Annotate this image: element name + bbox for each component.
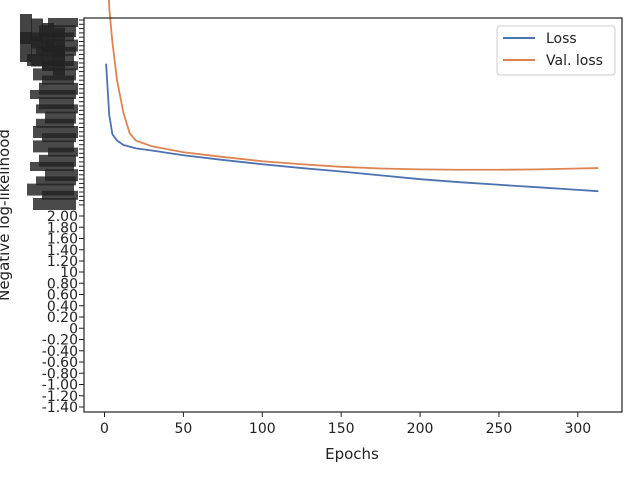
y-tick-label-overlap — [48, 147, 78, 157]
legend-loss-label: Loss — [546, 31, 577, 47]
y-axis-overlapping-labels — [20, 14, 84, 210]
x-axis-label: Epochs — [325, 445, 379, 463]
plot-frame — [83, 17, 623, 413]
y-tick-label: 10 — [60, 265, 78, 281]
x-tick-label: 150 — [328, 421, 355, 437]
y-tick-label-overlap — [53, 45, 65, 76]
legend-val-loss-label: Val. loss — [546, 53, 603, 69]
y-tick-label: 1.80 — [47, 220, 78, 236]
x-axis-ticks: 0 50 100 150 200 250 300 — [100, 412, 591, 437]
x-tick-label: 200 — [407, 421, 434, 437]
y-tick-label: 0.80 — [47, 276, 78, 292]
y-tick-label-overlap — [30, 90, 76, 99]
y-tick-label: 0.60 — [47, 288, 78, 304]
y-tick-label: -0.60 — [42, 355, 78, 371]
y-tick-label: -1.00 — [42, 378, 78, 394]
y-tick-label-overlap — [30, 162, 74, 171]
y-tick-label: 0 — [69, 321, 78, 337]
y-tick-label: -1.40 — [42, 400, 78, 416]
series-line-val-loss — [108, 0, 599, 171]
y-tick-label: -0.80 — [42, 366, 78, 382]
y-tick-label-overlap — [33, 198, 76, 210]
y-tick-label: 1.40 — [47, 243, 78, 259]
y-tick-label-overlap — [36, 104, 78, 114]
series-line-loss — [105, 63, 599, 193]
x-tick-label: 100 — [249, 421, 276, 437]
y-tick-label: 0.20 — [47, 310, 78, 326]
y-tick-label-overlap — [42, 75, 74, 85]
y-tick-label: 2.00 — [47, 209, 78, 225]
x-tick-label: 0 — [100, 421, 109, 437]
y-tick-label-overlap — [20, 32, 32, 62]
y-tick-label: -0.40 — [42, 344, 78, 360]
x-tick-label: 50 — [174, 421, 192, 437]
y-tick-label-overlap — [42, 133, 76, 143]
y-tick-label: 0.40 — [47, 299, 78, 315]
y-tick-label: -0.20 — [42, 333, 78, 349]
y-tick-label: -1.20 — [42, 389, 78, 405]
y-tick-label-overlap — [48, 18, 78, 27]
legend: Loss Val. loss — [496, 25, 616, 76]
x-tick-label: 250 — [486, 421, 513, 437]
y-axis-label: Negative log-likelihood — [0, 129, 13, 301]
y-tick-label-overlap — [31, 36, 43, 67]
y-tick-label: 1.20 — [47, 254, 78, 270]
x-tick-label: 300 — [564, 421, 591, 437]
y-tick-label: 1.60 — [47, 232, 78, 248]
y-tick-label-overlap — [42, 190, 78, 200]
y-tick-label-overlap — [36, 176, 76, 186]
y-tick-label-overlap — [42, 41, 54, 71]
y-axis-ticks: 100.800.600.400.200-0.20-0.40-0.60-0.80-… — [42, 209, 84, 416]
y-tick-label-overlap — [36, 118, 74, 128]
series-layer — [105, 0, 599, 193]
